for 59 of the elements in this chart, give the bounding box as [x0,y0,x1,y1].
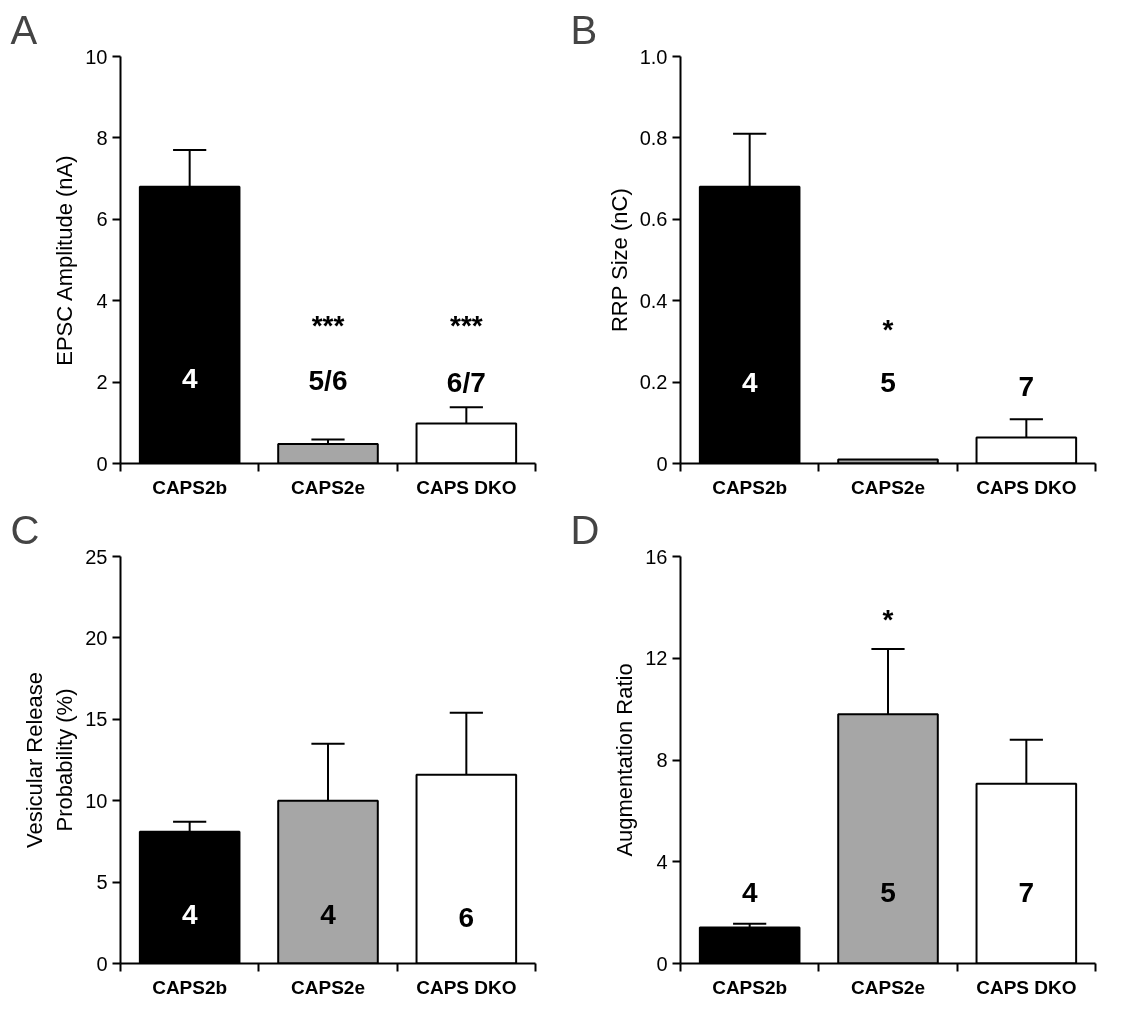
annotation: * [882,313,894,345]
y-tick-label: 0 [96,452,108,475]
x-tick-label: CAPS2b [712,476,788,498]
x-tick-label: CAPS2e [291,976,365,998]
annotation: *** [449,309,483,341]
y-tick-label: 8 [96,126,108,149]
y-tick-label: 8 [656,749,668,771]
y-tick-label: 25 [85,545,108,568]
y-tick-label: 0.4 [639,289,668,312]
chart-title: D [570,507,600,552]
y-tick-label: 1.0 [639,45,668,68]
y-axis-title: Vesicular Release Probability (%) [22,671,78,849]
x-tick-label: CAPS2e [851,976,925,998]
annotation: 5 [880,876,896,908]
y-tick-label: 2 [96,371,108,394]
chart-title: A [10,7,38,52]
y-tick-label: 5 [96,871,108,894]
annotation: 4 [320,899,337,931]
x-tick-label: CAPS DKO [416,976,517,998]
y-tick-label: 0.6 [639,208,668,231]
y-tick-label: 0 [656,452,668,475]
y-tick-label: 20 [85,626,108,649]
annotation: 4 [741,366,758,398]
y-tick-label: 0.2 [639,371,668,394]
annotation: 7 [1018,370,1035,402]
annotation: * [882,604,894,636]
y-axis-title: RRP Size (nC) [606,188,632,333]
y-tick-label: 12 [645,647,668,670]
x-tick-label: CAPS2b [152,976,228,998]
annotation: 7 [1018,876,1035,908]
y-tick-label: 16 [645,545,668,568]
y-tick-label: 0 [96,952,108,975]
annotation: 4 [181,899,198,931]
y-tick-label: 10 [85,789,108,812]
chart-title: B [570,7,598,52]
x-tick-label: CAPS DKO [416,476,517,498]
y-tick-label: 10 [85,45,108,68]
x-tick-label: CAPS2b [712,976,788,998]
y-axis-title: EPSC Amplitude (nA) [52,155,78,366]
y-tick-label: 4 [96,289,108,312]
y-tick-label: 4 [656,850,668,873]
annotation: 4 [741,876,758,908]
y-axis-title: Augmentation Ratio [612,663,638,857]
annotation: 6/7 [446,366,486,398]
y-tick-label: 6 [96,208,108,231]
x-tick-label: CAPS2e [291,476,365,498]
chart-title: C [10,507,40,552]
y-tick-label: 15 [85,708,108,731]
annotation: 5 [880,366,896,398]
y-tick-label: 0.8 [639,126,668,149]
x-tick-label: CAPS DKO [976,476,1077,498]
y-tick-label: 0 [656,952,668,975]
x-tick-label: CAPS DKO [976,976,1077,998]
annotation: 6 [458,902,475,934]
annotation: *** [311,309,345,341]
annotation: 5/6 [308,364,348,396]
annotation: 4 [181,362,198,394]
x-tick-label: CAPS2e [851,476,925,498]
x-tick-label: CAPS2b [152,476,228,498]
